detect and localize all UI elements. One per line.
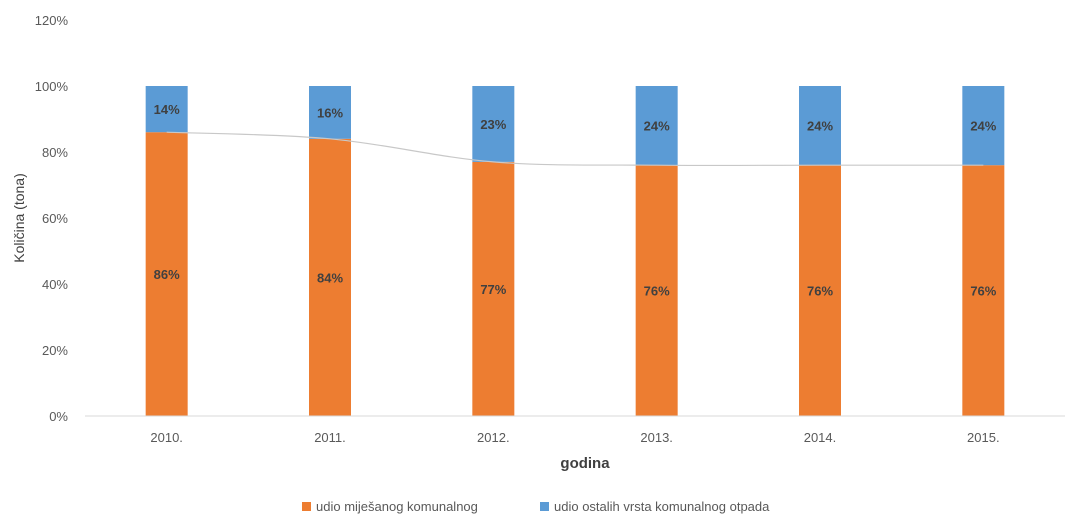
y-tick-label: 20% [42, 343, 68, 358]
data-label: 76% [807, 284, 833, 299]
bar-segment [962, 165, 1005, 416]
bar-segment [145, 86, 188, 133]
data-label: 76% [970, 284, 996, 299]
x-tick-label: 2011. [314, 430, 346, 445]
data-label: 86% [154, 267, 180, 282]
data-label: 14% [154, 102, 180, 117]
data-label: 24% [644, 119, 670, 134]
data-label: 24% [970, 119, 996, 134]
trend-line-group [166, 131, 984, 167]
y-tick-label: 120% [35, 13, 69, 28]
y-tick-label: 0% [49, 409, 68, 424]
legend-swatch [302, 502, 311, 511]
bar-segment [309, 138, 351, 417]
x-tick-label: 2014. [804, 430, 837, 445]
bars: 86% 14% 84% 16% 77% 23% 76% 24% 76% 24% 76% 24% [145, 86, 1005, 417]
y-tick-label: 80% [42, 145, 68, 160]
legend-swatch [540, 502, 549, 511]
bar-segment [962, 86, 1005, 166]
bar-segment [472, 86, 515, 162]
data-label: 16% [317, 105, 343, 120]
bar-segment [799, 86, 841, 166]
legend-label: udio miješanog komunalnog [316, 499, 478, 514]
data-label: 24% [807, 119, 833, 134]
x-axis-title: godina [560, 455, 610, 472]
data-label: 23% [480, 117, 506, 132]
data-label: 77% [480, 282, 506, 297]
x-axis: 2010. 2011. 2012. 2013. 2014. 2015. [85, 415, 1065, 445]
legend-label: udio ostalih vrsta komunalnog otpada [554, 499, 770, 514]
legend: udio miješanog komunalnog udio ostalih vr… [302, 499, 770, 514]
x-tick-label: 2012. [477, 430, 510, 445]
bar-segment [145, 132, 188, 416]
x-tick-label: 2013. [640, 430, 673, 445]
x-tick-label: 2015. [967, 430, 1000, 445]
y-tick-label: 100% [35, 79, 69, 94]
bar-segment [635, 165, 678, 416]
y-axis-title: Količina (tona) [11, 173, 27, 263]
trend-line [166, 131, 984, 167]
y-tick-label: 40% [42, 277, 68, 292]
data-label: 76% [644, 284, 670, 299]
bar-segment [799, 165, 841, 416]
bar-segment [635, 86, 678, 166]
bar-segment [472, 161, 515, 416]
bar-segment [309, 86, 351, 139]
x-tick-label: 2010. [150, 430, 183, 445]
y-tick-label: 60% [42, 211, 68, 226]
data-label: 84% [317, 270, 343, 285]
y-axis: 0% 20% 40% 60% 80% 100% 120% [35, 13, 69, 424]
